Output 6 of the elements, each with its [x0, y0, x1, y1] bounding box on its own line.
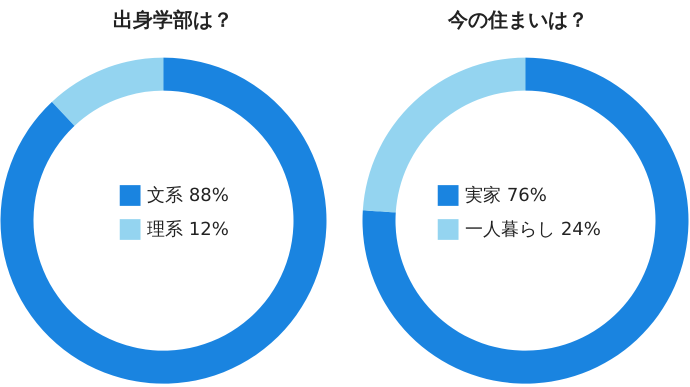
legend-label: 実家 76% — [465, 184, 547, 206]
chart-title: 出身学部は？ — [113, 8, 233, 32]
legend-label: 一人暮らし 24% — [465, 218, 601, 240]
legend-label: 文系 88% — [147, 184, 229, 206]
legend-label: 理系 12% — [147, 218, 229, 240]
chart-title: 今の住まいは？ — [447, 8, 588, 32]
